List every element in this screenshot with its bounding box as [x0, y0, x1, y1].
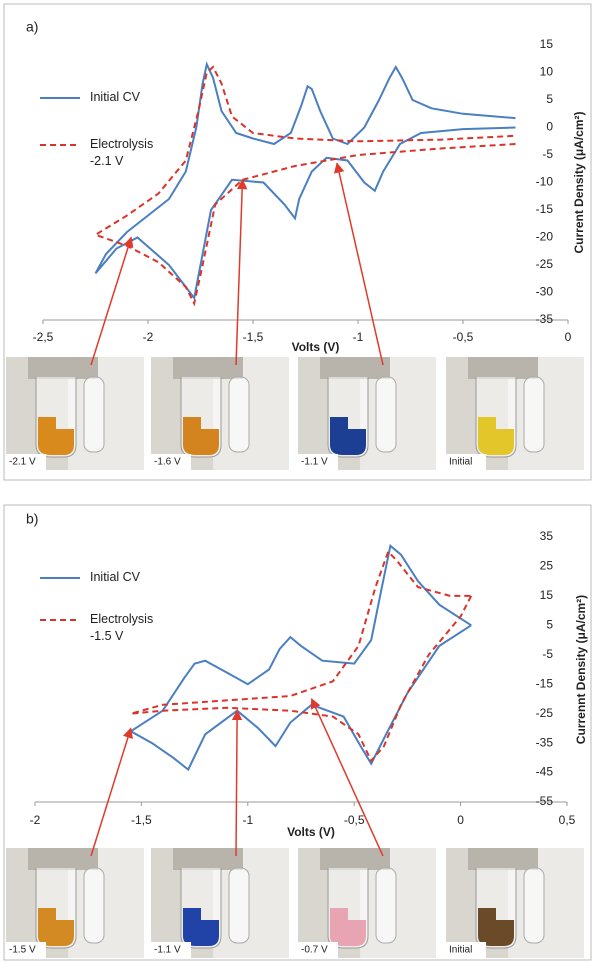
vial-liquid — [38, 417, 74, 455]
caption-box — [151, 942, 191, 958]
x-tick-label: -1 — [242, 813, 253, 827]
x-axis-title: Volts (V) — [292, 340, 340, 354]
x-tick-label: 0,5 — [559, 813, 576, 827]
photo-caption: -0.7 V — [301, 945, 328, 956]
x-tick-label: 0 — [565, 330, 572, 344]
cv-curve — [94, 61, 516, 301]
y-tick-label: -5 — [542, 647, 553, 661]
x-tick-label: -2 — [30, 813, 41, 827]
y-tick-label: 10 — [540, 65, 554, 79]
y-tick-label: 15 — [540, 588, 554, 602]
y-axis-title: Current Density (μA/cm²) — [572, 111, 586, 253]
photo-caption: -1.1 V — [154, 945, 181, 956]
y-tick-label: -20 — [536, 230, 554, 244]
x-tick-label: -0,5 — [344, 813, 365, 827]
caption-box — [298, 942, 338, 958]
vial-liquid — [38, 908, 74, 946]
vial-right — [228, 376, 250, 453]
caption-box — [6, 942, 46, 958]
x-tick-label: -2 — [143, 330, 154, 344]
electrode — [320, 357, 390, 379]
photo-caption: -1.6 V — [154, 457, 181, 468]
legend-label: Electrolysis -2.1 V — [90, 137, 154, 168]
photo-caption: Initial — [449, 945, 472, 956]
y-tick-label: -10 — [536, 175, 554, 189]
panel-frame — [3, 504, 592, 961]
cv-curve — [128, 543, 472, 772]
y-tick-label: 15 — [540, 37, 554, 51]
vial-right — [375, 867, 397, 944]
caption-box — [446, 454, 486, 470]
electrode — [468, 357, 538, 379]
caption-box — [298, 454, 338, 470]
y-tick-label: -30 — [536, 285, 554, 299]
y-tick-label: -15 — [536, 202, 554, 216]
vial-liquid — [183, 417, 219, 455]
electrode — [468, 848, 538, 870]
x-tick-label: -1,5 — [131, 813, 152, 827]
panel-label: b) — [26, 511, 38, 527]
annotation-arrow — [90, 727, 133, 857]
caption-box — [151, 454, 191, 470]
panel-frame — [3, 3, 592, 481]
photo-caption: -2.1 V — [9, 457, 36, 468]
y-tick-label: -55 — [536, 794, 554, 808]
x-tick-label: -1,5 — [243, 330, 264, 344]
x-tick-label: -2,5 — [33, 330, 54, 344]
annotation-arrow — [235, 178, 248, 366]
vial-liquid — [478, 417, 514, 455]
legend-label: Initial CV — [90, 90, 141, 104]
y-tick-label: 35 — [540, 529, 554, 543]
y-tick-label: -35 — [536, 735, 554, 749]
annotation-arrow — [333, 162, 384, 366]
y-tick-label: -15 — [536, 676, 554, 690]
vial-liquid — [330, 417, 366, 455]
photo-caption: -1.5 V — [9, 945, 36, 956]
y-tick-label: -35 — [536, 312, 554, 326]
x-tick-label: 0 — [457, 813, 464, 827]
vial-right — [523, 376, 545, 453]
y-tick-label: 5 — [546, 618, 553, 632]
electrode — [320, 848, 390, 870]
cv-curve — [130, 549, 473, 763]
annotation-arrow — [90, 236, 134, 366]
vial-liquid — [183, 908, 219, 946]
vial-liquid — [330, 908, 366, 946]
y-tick-label: 25 — [540, 559, 554, 573]
photo-caption: -1.1 V — [301, 457, 328, 468]
caption-box — [446, 942, 486, 958]
vial-right — [523, 867, 545, 944]
y-tick-label: -45 — [536, 765, 554, 779]
legend-label: Electrolysis -1.5 V — [90, 612, 154, 643]
caption-box — [6, 454, 46, 470]
x-axis-title: Volts (V) — [287, 825, 335, 839]
electrode — [28, 848, 98, 870]
vial-right — [83, 376, 105, 453]
x-tick-label: -0,5 — [453, 330, 474, 344]
electrode — [173, 357, 243, 379]
electrode — [173, 848, 243, 870]
vial-right — [228, 867, 250, 944]
vial-right — [83, 867, 105, 944]
panel-label: a) — [26, 19, 38, 35]
y-tick-label: -25 — [536, 706, 554, 720]
y-tick-label: 0 — [546, 120, 553, 134]
cv-curve — [93, 65, 516, 307]
y-tick-label: -25 — [536, 257, 554, 271]
legend-label: Initial CV — [90, 570, 141, 584]
vial-liquid — [478, 908, 514, 946]
vial-right — [375, 376, 397, 453]
electrode — [28, 357, 98, 379]
y-tick-label: -5 — [542, 147, 553, 161]
x-tick-label: -1 — [353, 330, 364, 344]
y-axis-title: Currennt Density (μA/cm²) — [574, 595, 588, 744]
photo-caption: Initial — [449, 457, 472, 468]
annotation-arrow — [310, 697, 384, 857]
y-tick-label: 5 — [546, 92, 553, 106]
annotation-arrow — [231, 709, 243, 857]
